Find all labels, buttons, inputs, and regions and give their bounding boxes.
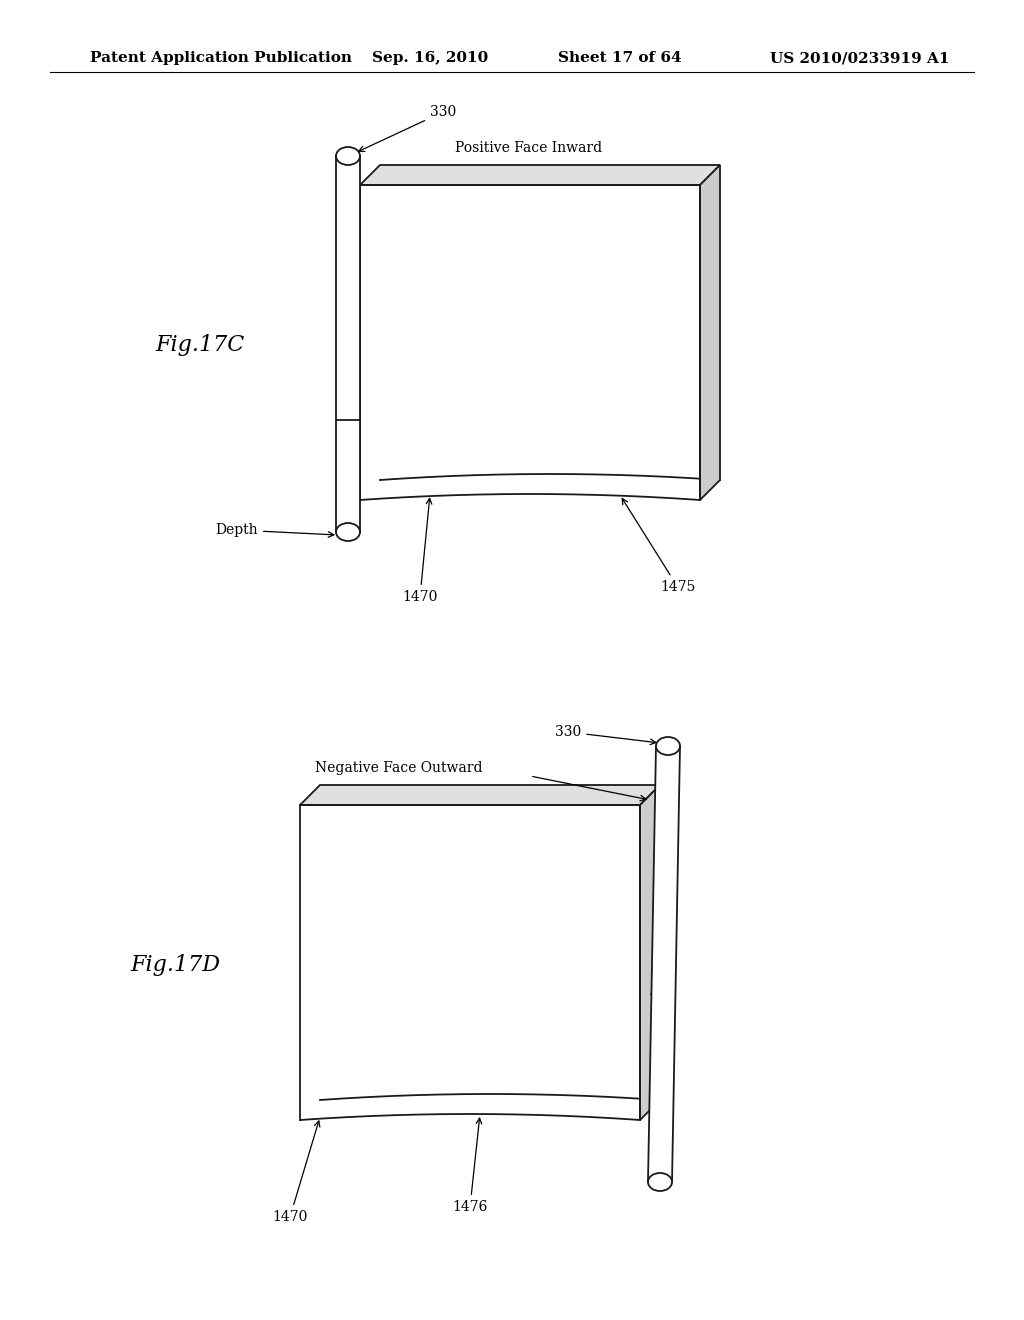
Text: 1476: 1476 xyxy=(453,1118,487,1214)
Text: 1470: 1470 xyxy=(402,499,437,605)
Text: Patent Application Publication: Patent Application Publication xyxy=(90,51,352,65)
Text: Sheet 17 of 64: Sheet 17 of 64 xyxy=(558,51,682,65)
Text: 1470: 1470 xyxy=(272,1121,319,1224)
Polygon shape xyxy=(360,165,720,185)
Text: 330: 330 xyxy=(555,725,655,744)
Text: 1475: 1475 xyxy=(623,499,695,594)
Polygon shape xyxy=(648,746,680,1181)
Text: Fig.17D: Fig.17D xyxy=(130,954,220,975)
Bar xyxy=(336,158,360,531)
Text: 330: 330 xyxy=(358,106,457,152)
Ellipse shape xyxy=(648,1173,672,1191)
Polygon shape xyxy=(300,805,640,1119)
Ellipse shape xyxy=(336,147,360,165)
Ellipse shape xyxy=(336,523,360,541)
Text: Negative Face Outward: Negative Face Outward xyxy=(315,762,482,775)
Ellipse shape xyxy=(656,737,680,755)
Polygon shape xyxy=(640,785,660,1119)
Polygon shape xyxy=(300,785,660,805)
Text: Positive Face Inward: Positive Face Inward xyxy=(455,141,602,154)
Text: Sep. 16, 2010: Sep. 16, 2010 xyxy=(372,51,488,65)
Polygon shape xyxy=(360,185,700,500)
Text: US 2010/0233919 A1: US 2010/0233919 A1 xyxy=(770,51,949,65)
Polygon shape xyxy=(700,165,720,500)
Text: Depth: Depth xyxy=(215,523,334,537)
Text: Fig.17C: Fig.17C xyxy=(155,334,245,356)
